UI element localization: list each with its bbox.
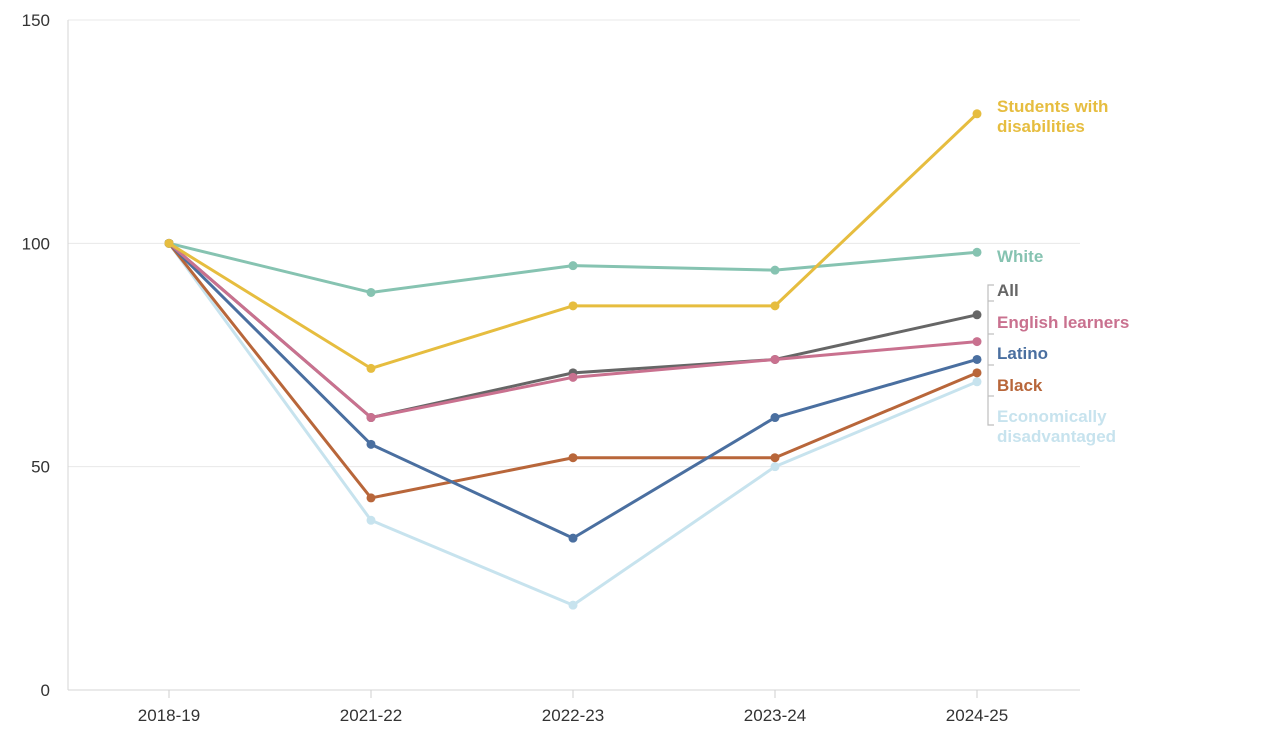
series-label-swd: Students with disabilities [997,97,1108,136]
label-bracket [987,284,994,426]
gridlines [68,19,1080,468]
series-label-econ: Economically disadvantaged [997,407,1116,446]
data-point-swd [568,301,578,311]
y-tick-label: 100 [22,234,50,253]
data-point-black [568,453,578,463]
data-point-latino [568,533,578,543]
data-point-white [972,247,982,257]
data-point-swd [770,301,780,311]
data-point-swd [366,363,376,373]
x-tick-label: 2021-22 [340,706,402,725]
data-point-black [770,453,780,463]
data-point-ell [770,354,780,364]
y-tick-label: 150 [22,11,50,30]
x-tick-label: 2018-19 [138,706,200,725]
series-label-black: Black [997,376,1043,395]
data-point-black [972,368,982,378]
axes: 0 50 100 150 2018-19 2021-22 2022-23 2023-24 202… [22,11,1080,725]
series-label-ell: English learners [997,313,1129,332]
data-point-econ [972,377,982,387]
data-point-ell [972,337,982,347]
y-tick-label: 0 [41,681,50,700]
series-labels: Economically disadvantaged Black Latino All E… [987,97,1129,446]
series-label-white: White [997,247,1043,266]
data-point-latino [770,413,780,423]
x-tick-label: 2022-23 [542,706,604,725]
data-point-ell [568,372,578,382]
series-label-all: All [997,281,1019,300]
data-point-econ [568,600,578,610]
data-point-white [366,287,376,297]
x-tick-label: 2023-24 [744,706,806,725]
data-point-swd [164,238,174,248]
y-tick-label: 50 [31,458,50,477]
data-point-black [366,493,376,503]
series-label-latino: Latino [997,344,1048,363]
data-point-all [972,310,982,320]
series-line-latino [167,241,979,540]
data-point-latino [366,439,376,449]
series-group [164,109,982,610]
x-tick-label: 2024-25 [946,706,1008,725]
data-point-white [568,261,578,271]
data-point-swd [972,109,982,119]
data-point-white [770,265,780,275]
series-line-swd [167,112,979,370]
data-point-ell [366,413,376,423]
data-point-econ [366,515,376,525]
data-point-latino [972,354,982,364]
data-point-econ [770,462,780,472]
